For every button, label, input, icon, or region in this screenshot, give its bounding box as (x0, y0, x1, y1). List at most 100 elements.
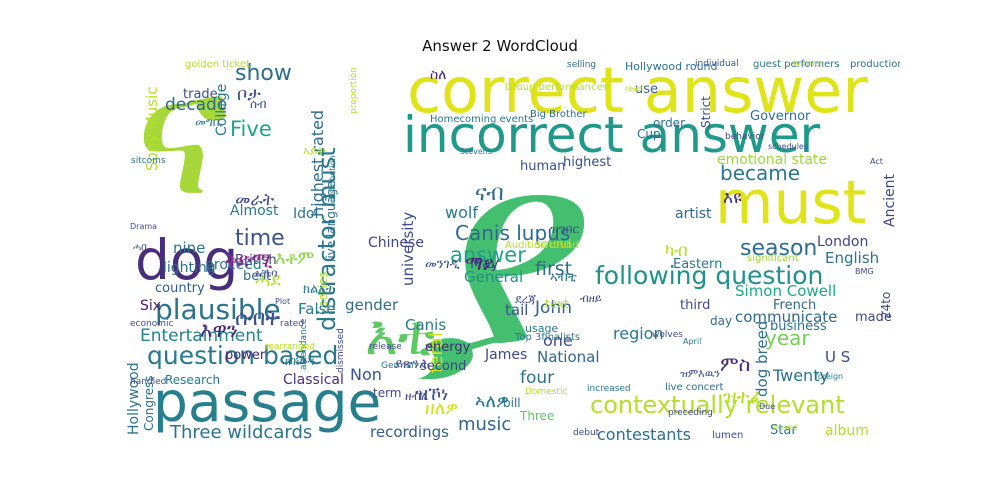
cloud-word: live concert (665, 382, 724, 393)
cloud-word: Three wildcards (170, 422, 313, 443)
cloud-word: Drama (130, 222, 158, 231)
cloud-word: Governor (750, 109, 811, 124)
cloud-word: ኣኼባ (255, 267, 278, 280)
cloud-word: plausible (155, 293, 281, 326)
cloud-word: ካብ (665, 241, 688, 261)
cloud-word: emotional state (717, 152, 828, 168)
cloud-word: behavior (725, 132, 765, 142)
cloud-word: እዋን (200, 318, 238, 342)
cloud-word: Canis lupus (455, 221, 571, 245)
cloud-word: Top 3finalists (515, 332, 581, 343)
cloud-word: Strict (699, 95, 713, 128)
cloud-word: Homecoming events (430, 114, 534, 125)
cloud-word: General (464, 268, 524, 286)
cloud-word: ማይ (465, 253, 495, 275)
cloud-word: usage (525, 322, 559, 335)
cloud-word: individual (695, 59, 739, 69)
cloud-word: read (625, 84, 644, 93)
cloud-word: correct answer (407, 58, 868, 127)
cloud-word: Eastern (673, 257, 723, 272)
cloud-word: እዩ (723, 188, 742, 208)
cloud-word: Entertainment (140, 326, 263, 346)
cloud-word: decade (165, 95, 228, 115)
cloud-word: golden ticket (185, 59, 250, 70)
cloud-word: highest (563, 155, 612, 170)
cloud-word: April (683, 337, 702, 346)
cloud-word: tail (505, 301, 529, 319)
cloud-word: Simon Cowell (735, 282, 837, 300)
cloud-word: National (537, 348, 600, 366)
cloud-word: ብዘይ (580, 292, 602, 305)
cloud-word: Plot (275, 297, 291, 306)
cloud-word: release (369, 342, 402, 352)
cloud-word: album (825, 423, 869, 439)
cloud-word: one (543, 331, 573, 350)
cloud-word: nine (173, 239, 206, 257)
cloud-word: order (653, 116, 685, 130)
cloud-word: schedules (768, 142, 809, 151)
cloud-word: ምስ (720, 352, 751, 376)
cloud-word: U S (825, 348, 851, 366)
cloud-word: እቶም (275, 248, 315, 269)
cloud-word: distribution (328, 155, 337, 201)
cloud-word: power (225, 348, 266, 363)
cloud-word: text (545, 297, 569, 311)
cloud-word: Non (350, 365, 382, 384)
cloud-word: increased (587, 384, 631, 394)
cloud-word: German (381, 361, 418, 371)
cloud-word: ኣይት (303, 144, 326, 158)
cloud-word: Group performances (505, 82, 608, 93)
cloud-word: ደረጃ (515, 292, 537, 306)
cloud-word: ዝተፈ (723, 386, 764, 408)
cloud-word: ዝኾነ (415, 384, 449, 405)
cloud-word: Due (759, 402, 776, 411)
cloud-word: wolf (445, 203, 478, 222)
cloud-word: show (235, 61, 292, 86)
cloud-word: dog (135, 228, 239, 292)
cloud-word: winner (793, 59, 824, 69)
cloud-word: ሰብት (235, 306, 281, 331)
cloud-word: ኣብቲ (550, 270, 577, 285)
figure-title: Answer 2 WordCloud (422, 37, 578, 55)
cloud-word: lumen (712, 430, 744, 441)
cloud-word: made (855, 310, 892, 325)
cloud-word: Twenty (773, 366, 829, 385)
cloud-word: ናብ (475, 181, 504, 206)
cloud-word: Chinese (368, 235, 424, 251)
cloud-word: music (458, 414, 512, 435)
cloud-word: መግቢ (195, 115, 223, 129)
cloud-word: Six (140, 298, 162, 314)
cloud-word: region (613, 324, 664, 343)
cloud-word: Classical (283, 372, 344, 388)
cloud-word: third (680, 298, 711, 313)
cloud-word: London (817, 234, 869, 250)
cloud-word: country (155, 281, 205, 296)
cloud-word: ኣለዎ (475, 391, 509, 412)
cloud-word: British (235, 253, 277, 268)
cloud-word: contextually relevant (590, 391, 845, 419)
cloud-word: proportion (349, 66, 359, 114)
cloud-word: ና (135, 58, 228, 235)
cloud-word: university (399, 211, 417, 286)
cloud-word: Domestic (525, 387, 568, 397)
cloud-word: ይጽንሕ (395, 357, 430, 372)
cloud-word: መንገዲ (425, 257, 460, 272)
cloud-word: rearranged (265, 342, 315, 352)
cloud-word: preceding (668, 408, 713, 418)
cloud-word: recordings (370, 423, 449, 441)
cloud-word: artist (675, 206, 712, 222)
cloud-word: ሰብ (250, 97, 267, 111)
cloud-word: Hollywood (126, 362, 142, 436)
cloud-word: time (235, 226, 285, 251)
cloud-word: መራት (235, 190, 275, 210)
cloud-word: French (773, 298, 817, 313)
cloud-word: question based (147, 341, 339, 370)
cloud-word: Idol (293, 206, 319, 222)
cloud-word: sound (535, 237, 572, 251)
cloud-word: incorrect answer (403, 106, 821, 164)
cloud-word: Ancient (882, 173, 898, 227)
cloud-word: significant (747, 253, 799, 264)
cloud-word: bill (503, 396, 521, 410)
cloud-word: gender (345, 296, 399, 314)
cloud-word: contestants (597, 425, 692, 444)
